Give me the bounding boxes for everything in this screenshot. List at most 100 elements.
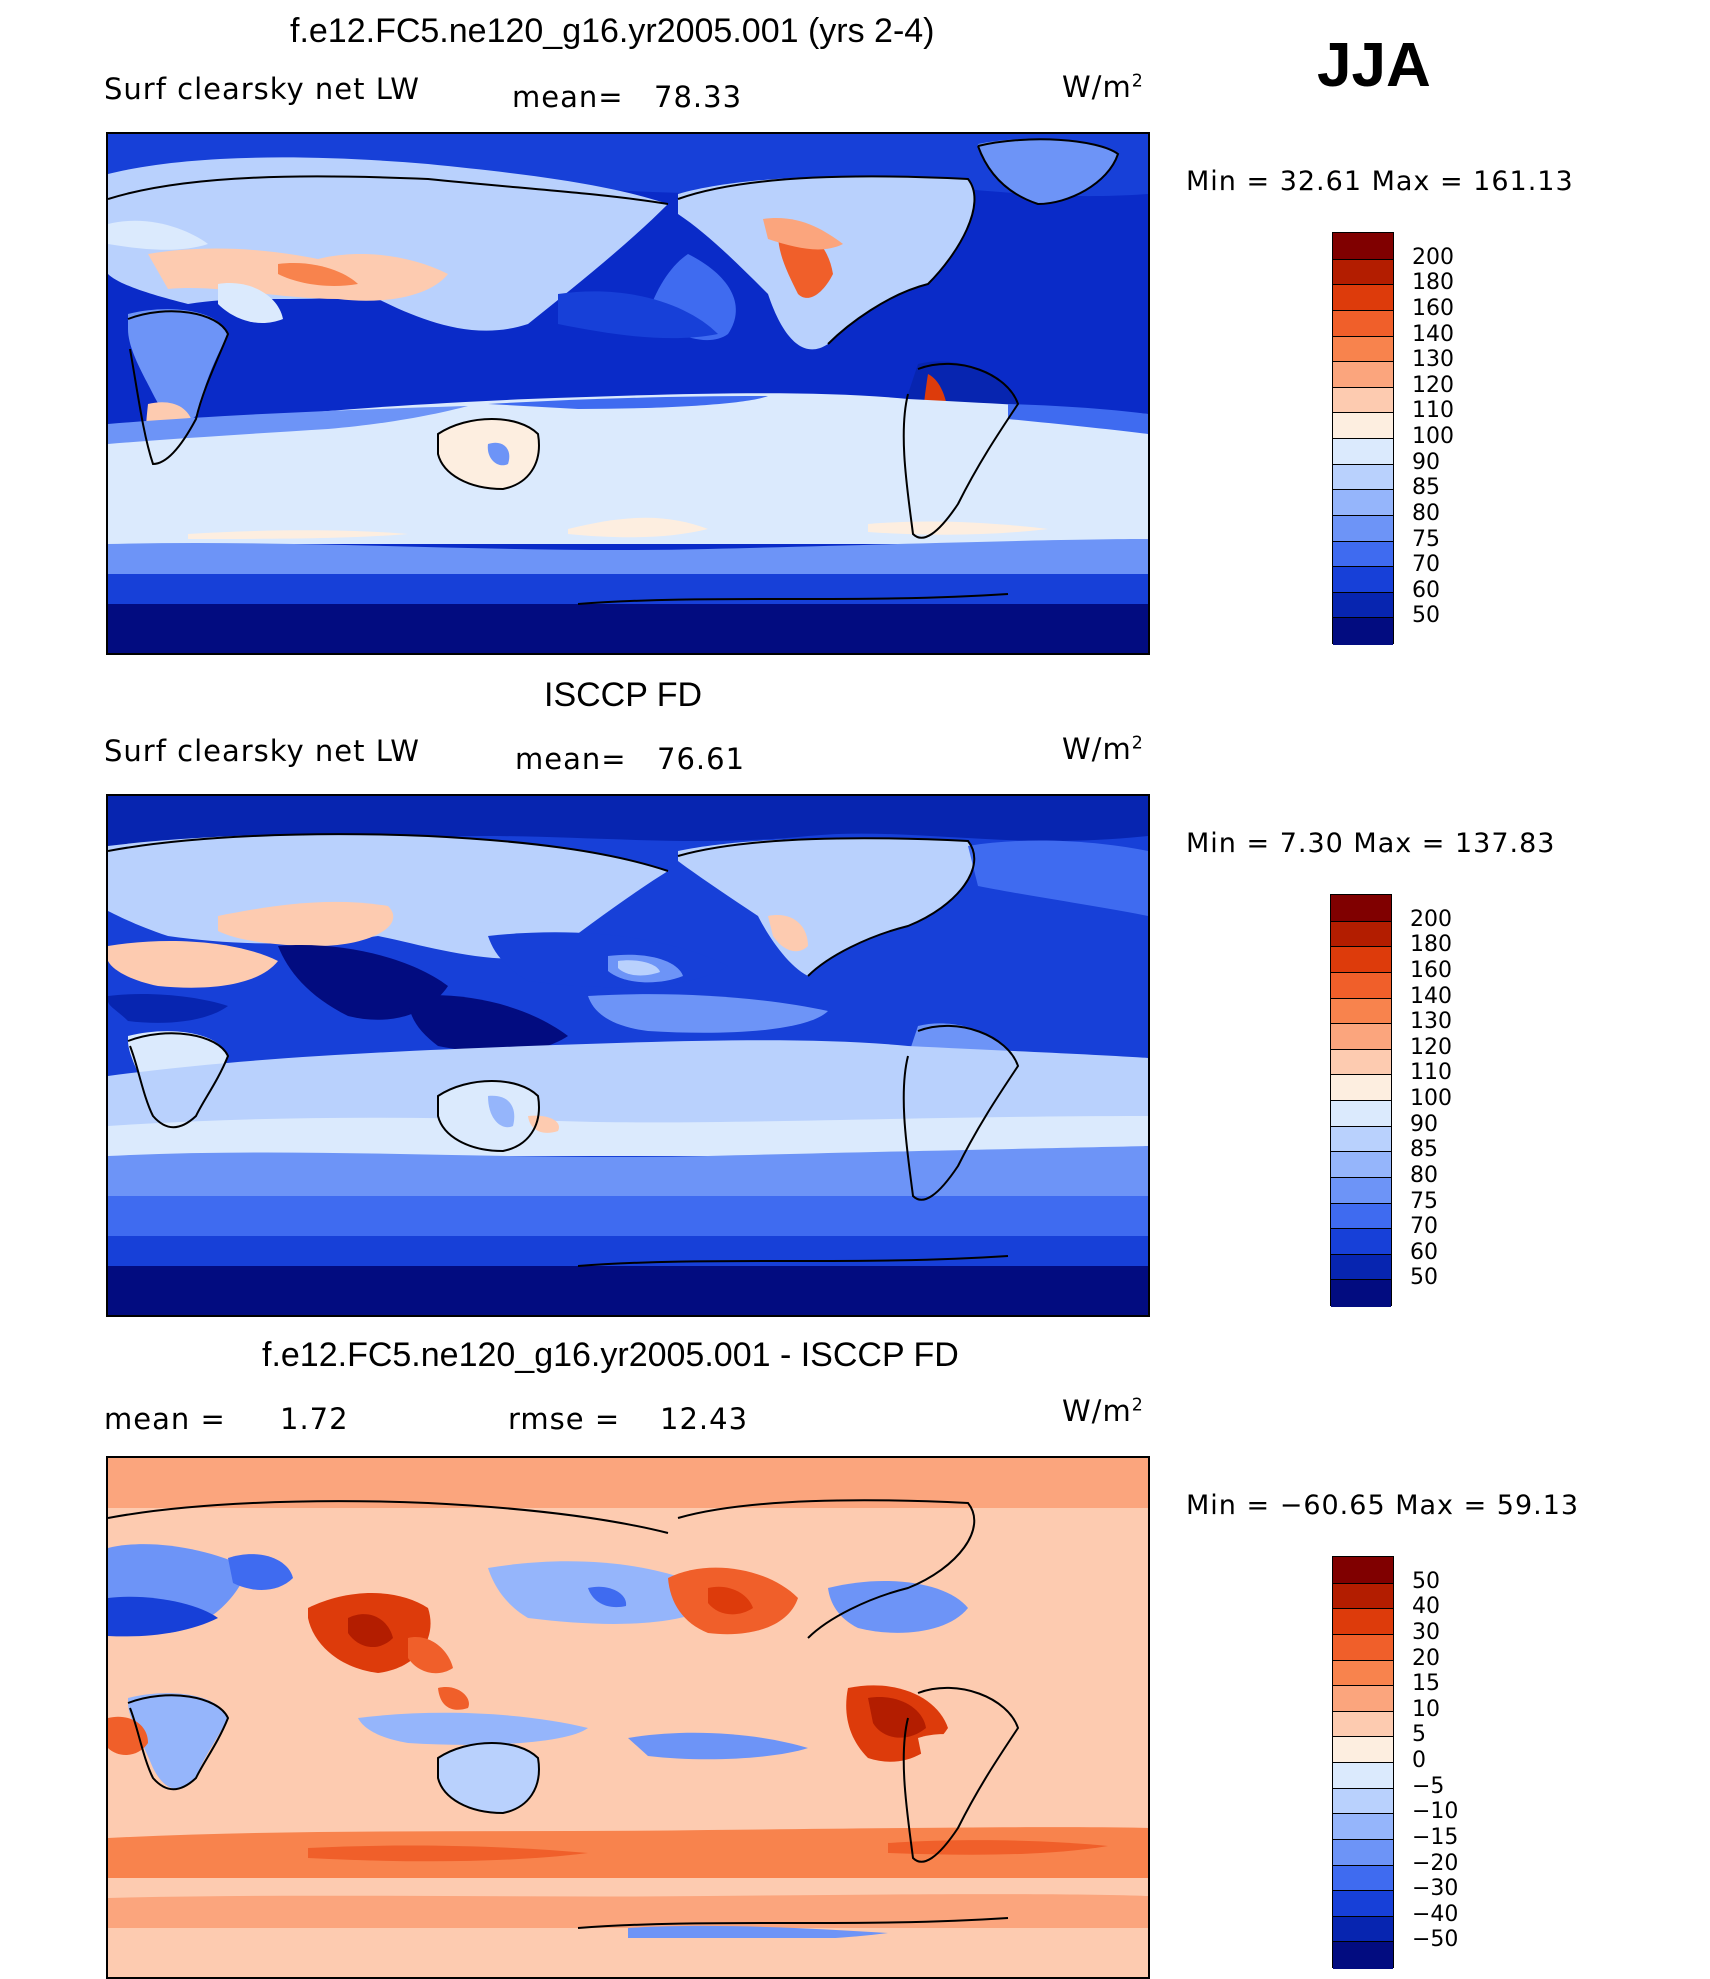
colorbar-swatch: [1333, 540, 1393, 568]
colorbar-swatch: [1333, 386, 1393, 414]
panel-2-units: W/m2: [1062, 732, 1144, 766]
colorbar-swatch: [1333, 412, 1393, 440]
colorbar-swatch: [1331, 997, 1391, 1025]
colorbar-swatch: [1331, 1023, 1391, 1051]
colorbar-tick-label: 80: [1410, 1162, 1438, 1188]
panel-2-variable: Surf clearsky net LW: [104, 734, 420, 768]
colorbar-tick-label: 70: [1412, 552, 1440, 578]
colorbar-tick-label: 20: [1412, 1645, 1440, 1671]
colorbar-swatch: [1333, 309, 1393, 337]
colorbar-swatch: [1333, 1633, 1393, 1661]
colorbar-swatch: [1331, 1100, 1391, 1128]
colorbar-swatch: [1333, 566, 1393, 594]
units-sup: 2: [1131, 1395, 1144, 1416]
colorbar-tick-label: −5: [1412, 1773, 1445, 1799]
colorbar-swatch: [1331, 1279, 1391, 1307]
colorbar-swatch: [1331, 971, 1391, 999]
panel-3-units: W/m2: [1062, 1394, 1144, 1428]
colorbar-swatch: [1333, 1685, 1393, 1713]
panel-3-minmax: Min = −60.65 Max = 59.13: [1186, 1490, 1580, 1521]
units-sup: 2: [1131, 71, 1144, 92]
colorbar-tick-label: −50: [1412, 1927, 1459, 1953]
panel-2-mean-label: mean=: [515, 742, 627, 776]
colorbar-swatch: [1333, 1813, 1393, 1841]
colorbar-tick-label: 70: [1410, 1214, 1438, 1240]
panel-1-minmax: Min = 32.61 Max = 161.13: [1186, 166, 1574, 197]
panel-3-mean-label: mean =: [104, 1402, 226, 1436]
panel-3-colorbar: [1332, 1556, 1394, 1969]
colorbar-tick-label: 130: [1410, 1009, 1452, 1035]
colorbar-tick-label: 75: [1410, 1188, 1438, 1214]
colorbar-tick-label: 140: [1410, 983, 1452, 1009]
colorbar-swatch: [1331, 920, 1391, 948]
units-text: W/m: [1062, 70, 1132, 104]
colorbar-tick-label: 60: [1410, 1239, 1438, 1265]
colorbar-tick-label: 200: [1412, 244, 1454, 270]
colorbar-tick-label: 110: [1410, 1060, 1452, 1086]
colorbar-swatch: [1331, 1176, 1391, 1204]
panel-1-mean-label: mean=: [512, 80, 624, 114]
colorbar-tick-label: 140: [1412, 321, 1454, 347]
colorbar-tick-label: 75: [1412, 526, 1440, 552]
colorbar-tick-label: 120: [1412, 372, 1454, 398]
colorbar-tick-label: 0: [1412, 1748, 1426, 1773]
panel-2-colorbar: [1330, 894, 1392, 1307]
colorbar-tick-label: 85: [1410, 1137, 1438, 1163]
colorbar-swatch: [1333, 233, 1393, 260]
colorbar-tick-label: −15: [1412, 1824, 1459, 1850]
colorbar-tick-label: 160: [1410, 957, 1452, 983]
colorbar-swatch: [1333, 1838, 1393, 1866]
colorbar-swatch: [1333, 591, 1393, 619]
colorbar-swatch: [1333, 1890, 1393, 1918]
panel-1-map: [106, 132, 1150, 655]
colorbar-swatch: [1333, 1941, 1393, 1969]
panel-2-map: [106, 794, 1150, 1317]
colorbar-tick-label: 180: [1412, 270, 1454, 296]
colorbar-swatch: [1331, 1048, 1391, 1076]
colorbar-tick-label: 10: [1412, 1696, 1440, 1722]
units-text: W/m: [1062, 732, 1132, 766]
colorbar-swatch: [1331, 1125, 1391, 1153]
panel-3-rmse-label: rmse =: [508, 1402, 621, 1436]
colorbar-tick-label: 110: [1412, 398, 1454, 424]
season-label: JJA: [1317, 31, 1431, 100]
colorbar-tick-label: 50: [1412, 1568, 1440, 1594]
colorbar-tick-label: 5: [1412, 1722, 1426, 1748]
colorbar-tick-label: 100: [1412, 424, 1454, 449]
colorbar-tick-label: 80: [1412, 500, 1440, 526]
panel-3-map: [106, 1456, 1150, 1979]
colorbar-swatch: [1333, 335, 1393, 363]
colorbar-swatch: [1333, 1736, 1393, 1764]
units-sup: 2: [1131, 733, 1144, 754]
colorbar-swatch: [1333, 258, 1393, 286]
colorbar-swatch: [1333, 617, 1393, 645]
colorbar-tick-label: 130: [1412, 347, 1454, 373]
colorbar-tick-label: −20: [1412, 1850, 1459, 1876]
colorbar-swatch: [1331, 1151, 1391, 1179]
colorbar-swatch: [1331, 895, 1391, 922]
colorbar-swatch: [1333, 1582, 1393, 1610]
colorbar-swatch: [1333, 1762, 1393, 1790]
colorbar-swatch: [1333, 489, 1393, 517]
colorbar-swatch: [1333, 463, 1393, 491]
colorbar-swatch: [1333, 1787, 1393, 1815]
colorbar-tick-label: 15: [1412, 1671, 1440, 1697]
colorbar-swatch: [1333, 1864, 1393, 1892]
colorbar-tick-label: −30: [1412, 1876, 1459, 1902]
colorbar-tick-label: 180: [1410, 932, 1452, 958]
colorbar-tick-label: 90: [1410, 1111, 1438, 1137]
colorbar-swatch: [1333, 1557, 1393, 1584]
colorbar-tick-label: −40: [1412, 1901, 1459, 1927]
colorbar-swatch: [1333, 438, 1393, 466]
panel-1-variable: Surf clearsky net LW: [104, 72, 420, 106]
colorbar-tick-label: 85: [1412, 475, 1440, 501]
colorbar-tick-label: 50: [1410, 1265, 1438, 1291]
panel-2-mean-value: 76.61: [657, 742, 746, 776]
units-text: W/m: [1062, 1394, 1132, 1428]
panel-1-colorbar: [1332, 232, 1394, 645]
colorbar-swatch: [1333, 1710, 1393, 1738]
colorbar-swatch: [1331, 1253, 1391, 1281]
colorbar-swatch: [1333, 1608, 1393, 1636]
panel-3-rmse-value: 12.43: [660, 1402, 749, 1436]
panel-3-title: f.e12.FC5.ne120_g16.yr2005.001 - ISCCP F…: [262, 1336, 959, 1374]
